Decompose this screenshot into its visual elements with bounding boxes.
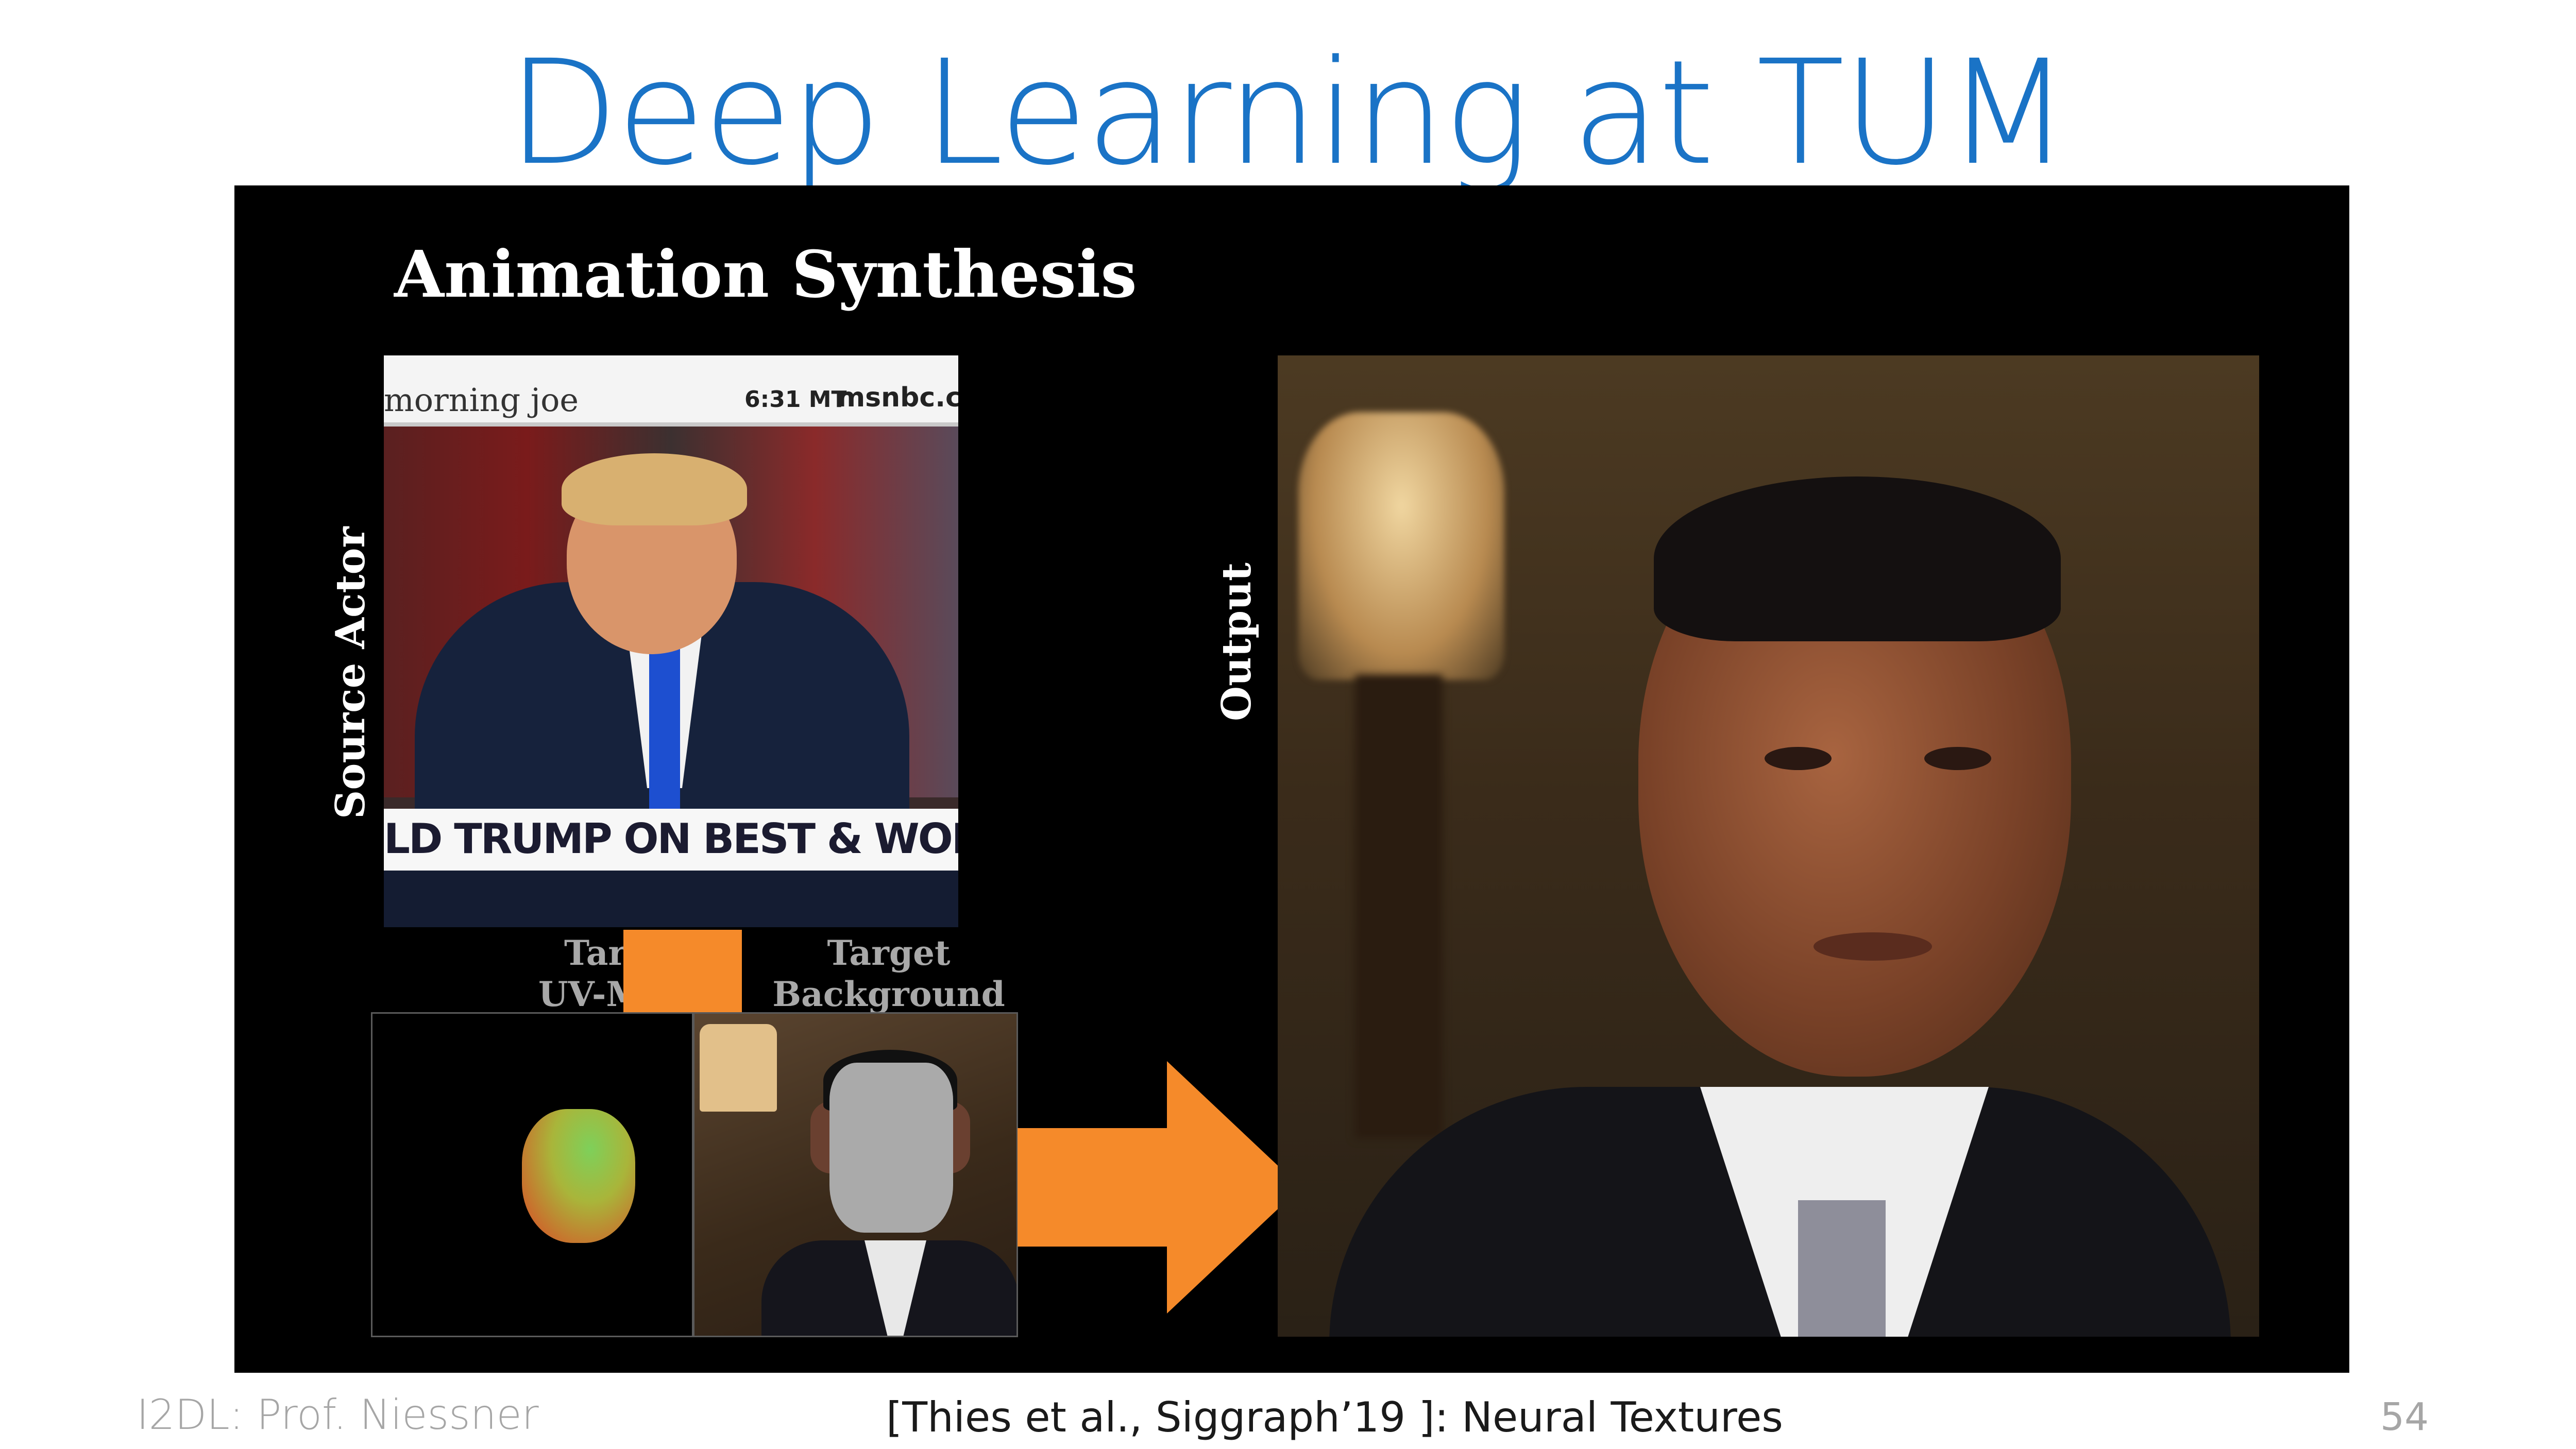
- footer-course-label: I2DL: Prof. Niessner: [137, 1391, 539, 1439]
- arrow-icon: [1018, 1061, 1301, 1314]
- output-right-eye: [1924, 747, 1991, 770]
- tv-lower-strip: [384, 871, 958, 927]
- tv-time: 6:31 MT: [744, 386, 847, 413]
- tv-news-banner: LD TRUMP ON BEST & WORST PRESI: [384, 809, 958, 871]
- output-mouth: [1814, 932, 1932, 961]
- target-background-frame: [693, 1012, 1018, 1337]
- output-frame: [1278, 355, 2259, 1337]
- output-lamp-base: [1355, 675, 1443, 1138]
- source-actor-label: Source Actor: [327, 526, 374, 819]
- slide-title: Deep Learning at TUM: [507, 29, 2071, 197]
- background-label-line2: Background: [772, 974, 1005, 1014]
- page-number: 54: [2380, 1395, 2429, 1439]
- orange-connector: [623, 930, 742, 1012]
- output-left-eye: [1765, 747, 1832, 770]
- face-mask: [829, 1063, 953, 1233]
- background-label-line1: Target: [827, 933, 951, 973]
- output-lamp: [1298, 412, 1504, 680]
- background-label: Target Background: [744, 932, 1033, 1015]
- output-tie: [1798, 1200, 1886, 1337]
- tv-network-logo: msnbc.com: [837, 382, 958, 413]
- source-actor-frame: morning joe 6:31 MT msnbc.com LD TRUMP O…: [384, 355, 958, 927]
- video-panel: Animation Synthesis Source Actor morning…: [234, 185, 2349, 1373]
- background-lamp: [700, 1024, 777, 1112]
- output-label: Output: [1213, 562, 1260, 721]
- tv-show-name: morning joe: [384, 381, 579, 419]
- uv-map-frame: [371, 1012, 693, 1337]
- tv-header-bar: morning joe 6:31 MT msnbc.com: [384, 355, 958, 427]
- footer-citation: [Thies et al., Siggraph’19 ]: Neural Tex…: [886, 1393, 1783, 1441]
- tv-banner-text: LD TRUMP ON BEST & WORST PRESI: [384, 815, 958, 863]
- uv-map-face-blob: [522, 1109, 635, 1243]
- panel-heading: Animation Synthesis: [394, 237, 1137, 312]
- output-hair: [1654, 476, 2061, 641]
- source-hair: [562, 453, 747, 525]
